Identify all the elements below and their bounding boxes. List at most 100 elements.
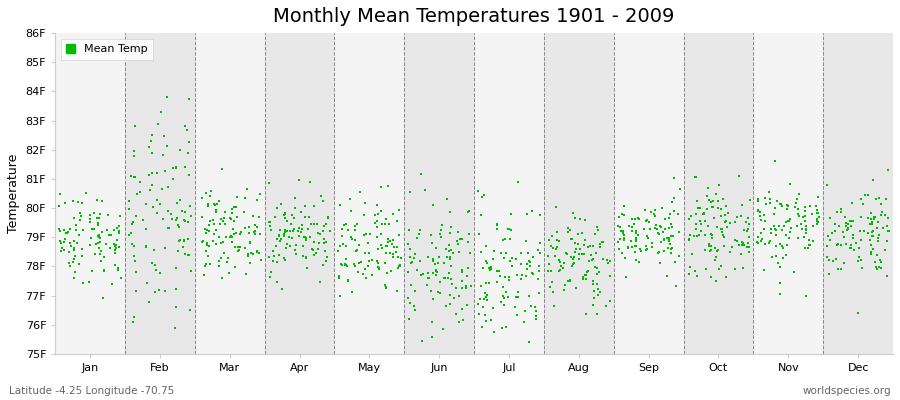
Point bbox=[288, 247, 302, 253]
Point bbox=[352, 260, 366, 267]
Point bbox=[579, 272, 593, 278]
Point bbox=[182, 96, 196, 102]
Point bbox=[612, 246, 626, 252]
Point bbox=[526, 271, 541, 278]
Point bbox=[873, 200, 887, 207]
Point bbox=[354, 259, 368, 265]
Point bbox=[487, 328, 501, 335]
Point bbox=[706, 215, 721, 221]
Point bbox=[272, 233, 286, 240]
Point bbox=[342, 196, 356, 202]
Point bbox=[657, 236, 671, 242]
Point bbox=[612, 214, 626, 220]
Point bbox=[559, 250, 573, 256]
Point bbox=[839, 223, 853, 230]
Point bbox=[424, 232, 438, 238]
Bar bbox=[125, 33, 194, 354]
Point bbox=[385, 210, 400, 217]
Point bbox=[364, 257, 379, 263]
Point bbox=[217, 214, 231, 221]
Point bbox=[754, 236, 769, 242]
Point bbox=[127, 243, 141, 249]
Point bbox=[846, 234, 860, 241]
Point bbox=[505, 255, 519, 261]
Point bbox=[177, 216, 192, 223]
Point bbox=[274, 200, 288, 207]
Point bbox=[248, 231, 263, 237]
Point bbox=[392, 263, 407, 270]
Point bbox=[764, 230, 778, 236]
Point bbox=[367, 212, 382, 218]
Point bbox=[102, 232, 116, 238]
Point bbox=[91, 220, 105, 226]
Point bbox=[352, 242, 366, 248]
Point bbox=[667, 195, 681, 202]
Point bbox=[424, 288, 438, 295]
Point bbox=[741, 215, 755, 222]
Point bbox=[140, 280, 154, 286]
Point bbox=[830, 242, 844, 249]
Point bbox=[657, 248, 671, 254]
Point bbox=[319, 220, 333, 227]
Point bbox=[821, 233, 835, 239]
Point bbox=[792, 191, 806, 197]
Point bbox=[248, 228, 262, 235]
Point bbox=[810, 207, 824, 214]
Point bbox=[443, 300, 457, 307]
Point bbox=[878, 212, 893, 218]
Point bbox=[732, 172, 746, 179]
Point bbox=[241, 253, 256, 259]
Point bbox=[717, 234, 732, 240]
Point bbox=[575, 251, 590, 257]
Point bbox=[778, 219, 793, 225]
Point bbox=[546, 288, 561, 295]
Point bbox=[172, 224, 186, 230]
Point bbox=[363, 231, 377, 237]
Point bbox=[350, 246, 365, 253]
Bar bbox=[265, 33, 335, 354]
Point bbox=[705, 204, 719, 211]
Point bbox=[57, 247, 71, 253]
Point bbox=[336, 241, 350, 248]
Point bbox=[838, 214, 852, 220]
Point bbox=[629, 237, 643, 244]
Point bbox=[200, 242, 214, 248]
Point bbox=[640, 246, 654, 252]
Point bbox=[213, 255, 228, 262]
Point bbox=[455, 267, 470, 274]
Point bbox=[88, 241, 103, 247]
Point bbox=[823, 256, 837, 263]
Point bbox=[769, 227, 783, 234]
Point bbox=[128, 123, 142, 129]
Point bbox=[374, 208, 388, 214]
Point bbox=[304, 246, 319, 252]
Point bbox=[198, 261, 212, 268]
Point bbox=[810, 210, 824, 217]
Point bbox=[557, 287, 572, 293]
Point bbox=[439, 254, 454, 260]
Point bbox=[91, 232, 105, 239]
Point bbox=[509, 312, 524, 318]
Point bbox=[514, 261, 528, 267]
Point bbox=[653, 260, 668, 266]
Point bbox=[154, 109, 168, 115]
Point bbox=[730, 238, 744, 244]
Point bbox=[238, 225, 252, 232]
Point bbox=[411, 231, 426, 238]
Point bbox=[307, 238, 321, 245]
Point bbox=[182, 252, 196, 258]
Point bbox=[335, 225, 349, 232]
Point bbox=[387, 243, 401, 250]
Point bbox=[416, 271, 430, 278]
Point bbox=[479, 242, 493, 249]
Point bbox=[854, 237, 868, 243]
Point bbox=[714, 206, 728, 213]
Point bbox=[869, 252, 884, 259]
Point bbox=[484, 264, 499, 270]
Point bbox=[723, 220, 737, 226]
Point bbox=[477, 296, 491, 302]
Point bbox=[277, 256, 292, 263]
Point bbox=[146, 204, 160, 210]
Point bbox=[568, 240, 582, 246]
Point bbox=[264, 269, 278, 275]
